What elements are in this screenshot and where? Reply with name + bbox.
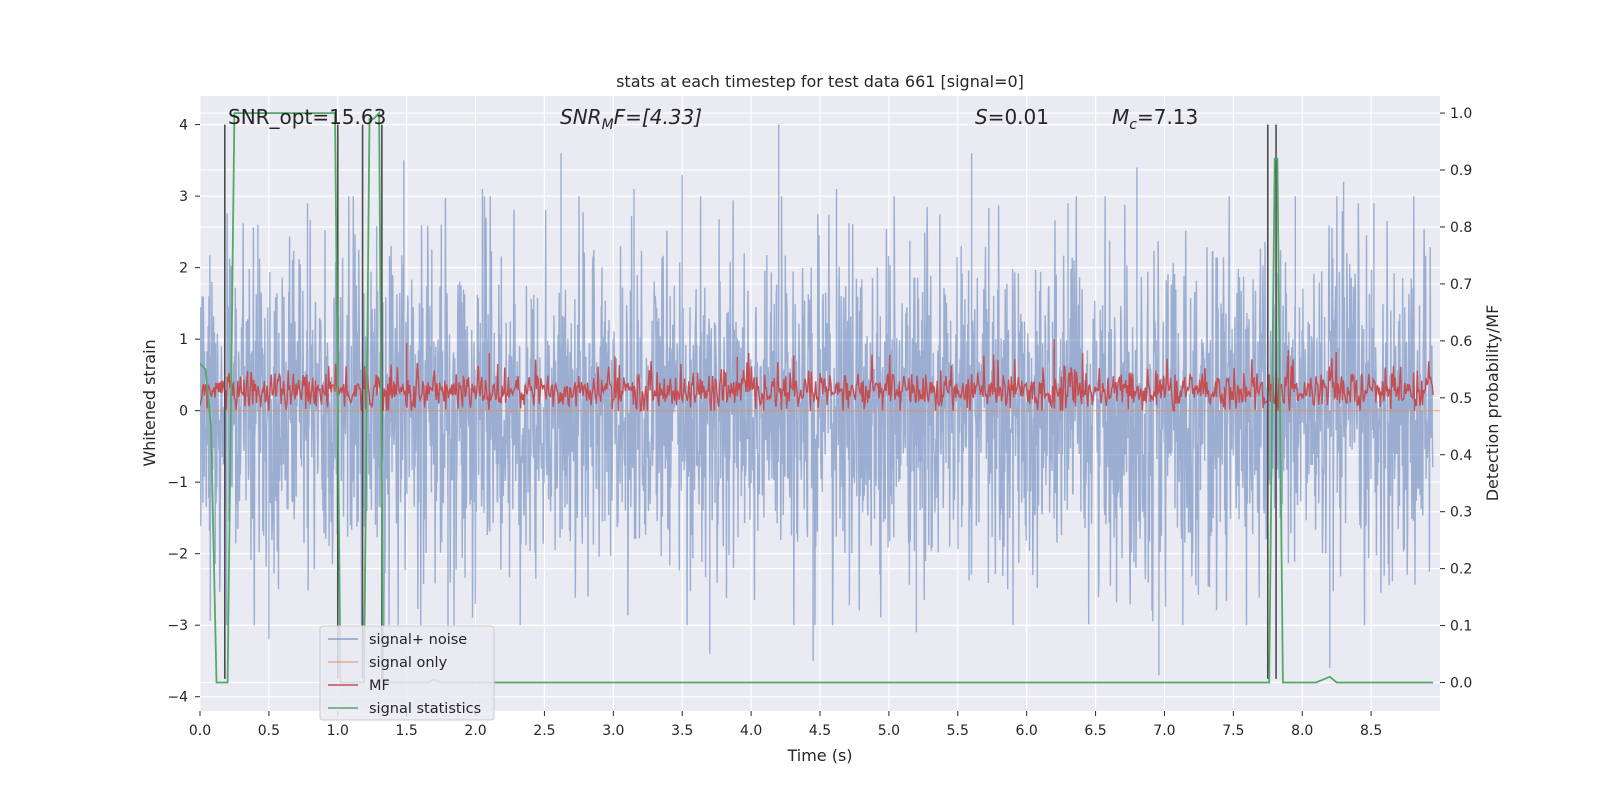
x-tick-label: 2.5: [533, 723, 555, 739]
x-tick-label: 2.0: [464, 723, 486, 739]
x-tick-label: 4.5: [809, 723, 831, 739]
y-right-tick-label: 0.1: [1450, 619, 1472, 635]
snr-opt-annotation: SNR_opt=15.63: [228, 105, 386, 129]
legend-label-signal-only: signal only: [369, 655, 448, 671]
y-right-tick-label: 0.3: [1450, 505, 1472, 521]
y-axis-label: Whitened strain: [140, 339, 159, 466]
y-right-tick-label: 0.6: [1450, 334, 1472, 350]
y-tick-label: 2: [179, 261, 188, 277]
x-tick-label: 7.0: [1153, 723, 1175, 739]
legend: signal+ noise signal only MF signal stat…: [319, 625, 495, 721]
x-tick-label: 0.5: [258, 723, 280, 739]
x-tick-label: 1.5: [396, 723, 418, 739]
legend-label-signal-noise: signal+ noise: [369, 632, 467, 648]
chart-title: stats at each timestep for test data 661…: [616, 72, 1024, 91]
y-right-tick-label: 1.0: [1450, 106, 1472, 122]
x-tick-label: 3.5: [671, 723, 693, 739]
y-tick-label: −2: [167, 547, 188, 563]
snr-mf-annotation: SNRMF=[4.33]: [560, 105, 702, 133]
mc-value: =7.13: [1137, 105, 1198, 129]
x-tick-label: 6.5: [1084, 723, 1106, 739]
y-right-tick-label: 0.2: [1450, 562, 1472, 578]
x-axis-label: Time (s): [786, 746, 852, 765]
y-tick-label: 0: [179, 404, 188, 420]
y-right-tick-label: 0.7: [1450, 277, 1472, 293]
axes: 0.0 0.5 1.0 1.5 2.0 2.5 3.0 3.5 4.0 4.5 5.0 5.5 6.0 6…: [167, 106, 1472, 739]
x-tick-label: 0.0: [189, 723, 211, 739]
y-right-tick-label: 0.8: [1450, 220, 1472, 236]
s-annotation: S=0.01: [975, 105, 1049, 129]
x-tick-label: 5.0: [878, 723, 900, 739]
x-tick-label: 1.0: [327, 723, 349, 739]
legend-label-mf: MF: [369, 678, 390, 694]
x-tick-label: 4.0: [740, 723, 762, 739]
legend-frame: [319, 625, 495, 721]
y-tick-label: −4: [167, 690, 188, 706]
s-symbol: S: [975, 105, 988, 129]
x-tick-label: 8.5: [1360, 723, 1382, 739]
y-right-tick-label: 0.9: [1450, 163, 1472, 179]
y-tick-label: −1: [167, 475, 188, 491]
mc-annotation: Mc=7.13: [1112, 105, 1198, 133]
y-right-tick-label: 0.0: [1450, 676, 1472, 692]
x-tick-label: 8.0: [1291, 723, 1313, 739]
snr-mf-subscript: M: [602, 117, 614, 133]
mf-line: [200, 339, 1434, 412]
mc-symbol: M: [1112, 105, 1129, 129]
signal-noise-line: [200, 124, 1434, 676]
legend-label-signal-statistics: signal statistics: [369, 701, 481, 717]
y-axis-right-label: Detection probability/MF: [1483, 305, 1502, 502]
x-tick-label: 5.5: [947, 723, 969, 739]
s-value: =0.01: [988, 105, 1049, 129]
y-right-tick-label: 0.5: [1450, 391, 1472, 407]
x-tick-label: 3.0: [602, 723, 624, 739]
mc-subscript: c: [1129, 117, 1137, 133]
snr-mf-symbol: SNR: [560, 105, 602, 129]
y-tick-label: 3: [179, 189, 188, 205]
x-tick-label: 6.0: [1016, 723, 1038, 739]
y-tick-label: 1: [179, 332, 188, 348]
y-tick-label: 4: [179, 118, 188, 134]
y-right-tick-label: 0.4: [1450, 448, 1472, 464]
snr-mf-value: F=[4.33]: [614, 105, 702, 129]
x-tick-label: 7.5: [1222, 723, 1244, 739]
y-tick-label: −3: [167, 618, 188, 634]
